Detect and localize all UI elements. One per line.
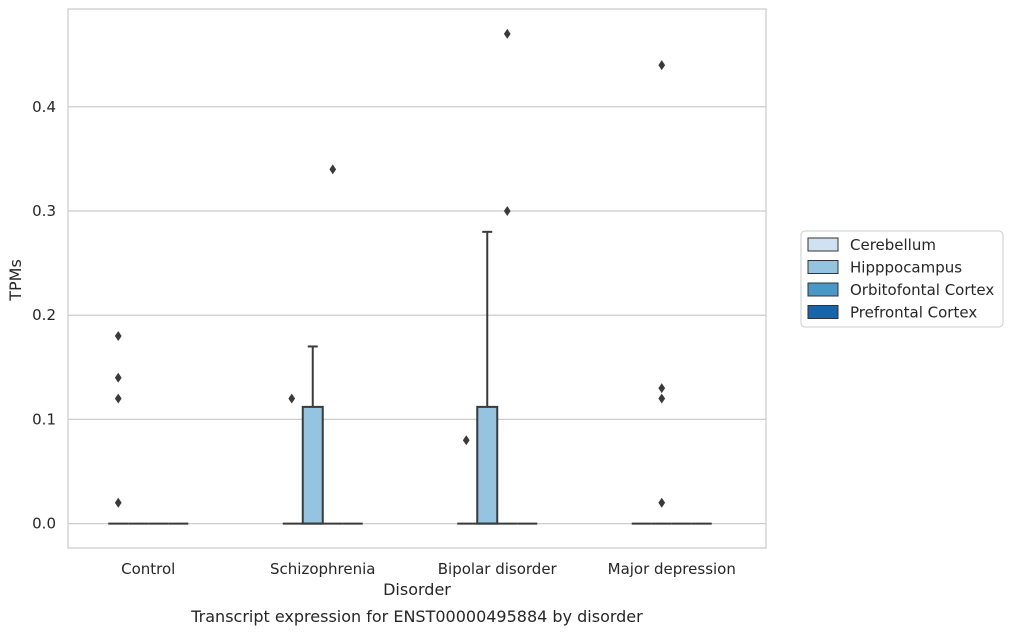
box-hipppocampus: [476, 230, 499, 525]
outlier-point: [329, 164, 337, 175]
x-tick-label: Control: [121, 560, 175, 578]
outlier-point: [462, 435, 470, 446]
box-orbitofontal-cortex: [322, 164, 343, 525]
legend-swatch: [807, 237, 839, 252]
x-axis-label: Disorder: [383, 580, 451, 599]
chart-caption: Transcript expression for ENST0000049588…: [190, 607, 643, 626]
outlier-point: [503, 28, 511, 39]
x-tick-label: Schizophrenia: [270, 560, 375, 578]
outlier-point: [114, 497, 122, 508]
legend-label: Cerebellum: [850, 236, 936, 254]
box-orbitofontal-cortex: [497, 28, 518, 525]
outlier-point: [658, 60, 666, 71]
outlier-point: [503, 206, 511, 216]
x-tick-label: Bipolar disorder: [438, 560, 558, 578]
outlier-point: [658, 393, 666, 404]
y-tick-label: 0.2: [32, 306, 56, 324]
plot-frame: [67, 8, 767, 549]
outlier-point: [114, 331, 122, 341]
y-tick-label: 0.0: [32, 515, 56, 533]
y-tick-label: 0.4: [32, 98, 56, 116]
outlier-point: [658, 497, 666, 508]
y-tick-labels: 0.0 0.1 0.2 0.3 0.4: [32, 98, 56, 533]
legend-swatch: [807, 305, 839, 319]
x-tick-labels: Control Schizophrenia Bipolar disorder Majo…: [121, 560, 736, 578]
box-body: [301, 405, 324, 525]
legend: Cerebellum Hipppocampus Orbitofontal Corte…: [800, 230, 1004, 328]
box-body: [476, 405, 499, 525]
y-axis-label: TPMs: [6, 259, 25, 302]
outlier-point: [658, 383, 666, 394]
legend-frame: [800, 230, 1004, 328]
legend-label: Prefrontal Cortex: [850, 304, 977, 322]
legend-label: Hipppocampus: [850, 259, 962, 277]
y-tick-label: 0.3: [32, 202, 56, 220]
boxes: [108, 28, 712, 525]
box-hipppocampus: [651, 60, 672, 525]
legend-swatch: [807, 260, 839, 274]
outlier-point: [288, 393, 296, 404]
plot-background: [68, 9, 766, 548]
legend-swatch: [807, 282, 839, 297]
x-tick-label: Major depression: [608, 560, 736, 578]
outlier-point: [114, 393, 122, 404]
outlier-point: [114, 372, 122, 383]
legend-label: Orbitofontal Cortex: [850, 281, 994, 299]
box-hipppocampus: [301, 345, 324, 525]
box-cerebellum: [108, 331, 129, 525]
y-tick-label: 0.1: [32, 410, 56, 428]
